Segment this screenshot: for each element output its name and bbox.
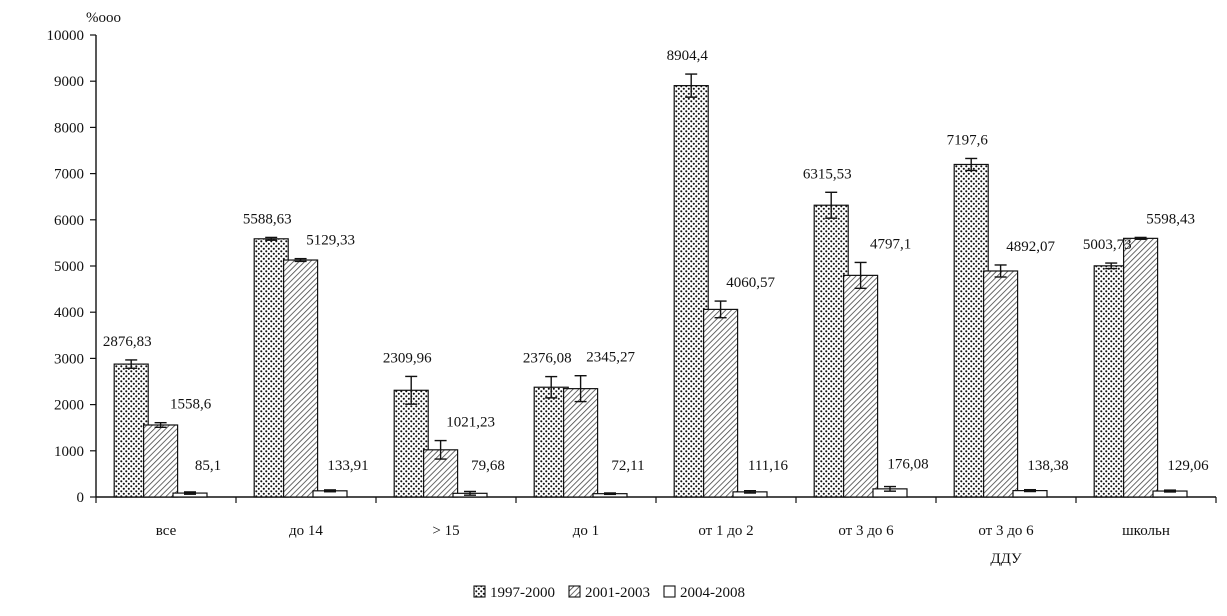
- data-label: 7197,6: [947, 132, 989, 148]
- data-label: 79,68: [471, 458, 505, 474]
- legend-label-0: 1997-2000: [490, 585, 555, 601]
- data-label: 72,11: [611, 458, 644, 474]
- x-category-sublabel: ДДУ: [990, 551, 1022, 567]
- x-category-label: до 1: [573, 523, 599, 539]
- data-label: 2345,27: [586, 350, 635, 366]
- y-tick-label: 0: [77, 490, 85, 506]
- x-category-label: школьн: [1122, 523, 1170, 539]
- x-category-label: все: [156, 523, 177, 539]
- bar-series-1: [842, 274, 879, 498]
- data-label: 4797,1: [870, 236, 911, 252]
- data-label: 111,16: [748, 458, 789, 474]
- legend-swatch-2: [663, 585, 676, 598]
- y-tick-label: 1000: [54, 444, 84, 460]
- x-category-label: от 3 до 6: [838, 523, 894, 539]
- data-label: 4060,57: [726, 275, 775, 291]
- data-label: 5129,33: [306, 233, 355, 249]
- bar-series-1: [562, 388, 599, 498]
- chart-axes: 0 1000 2000 3000 4000 5000 6000 7000 8000 9000 100…: [47, 10, 1217, 506]
- data-label: 8904,4: [667, 48, 709, 64]
- chart-bars: [113, 73, 1188, 498]
- legend-label-1: 2001-2003: [585, 585, 650, 601]
- data-label: 85,1: [195, 458, 221, 474]
- bar-series-0: [533, 386, 569, 498]
- data-label: 4892,07: [1006, 239, 1055, 255]
- x-category-label: до 14: [289, 523, 323, 539]
- y-axis-label: %ooo: [86, 10, 121, 26]
- chart-value-labels: 2876,83 1558,6 85,1 5588,63 5129,33 133,91 230…: [103, 48, 1209, 474]
- y-tick-label: 9000: [54, 74, 84, 90]
- data-label: 1021,23: [446, 415, 495, 431]
- data-label: 2309,96: [383, 350, 432, 366]
- chart-legend: 1997-2000 2001-2003 2004-2008: [473, 585, 745, 601]
- data-label: 5588,63: [243, 211, 292, 227]
- y-tick-label: 5000: [54, 259, 84, 275]
- bar-series-0: [1093, 265, 1129, 498]
- data-label: 5003,73: [1083, 237, 1132, 253]
- legend-label-2: 2004-2008: [680, 585, 745, 601]
- data-label: 2876,83: [103, 334, 152, 350]
- chart-category-labels: все до 14 > 15 до 1 от 1 до 2 от 3 до 6 от 3 д…: [156, 523, 1170, 567]
- y-tick-label: 6000: [54, 213, 84, 229]
- bar-series-1: [283, 259, 319, 498]
- y-tick-label: 7000: [54, 167, 84, 183]
- data-label: 5598,43: [1146, 211, 1195, 227]
- bar-series-0: [393, 389, 429, 498]
- data-label: 138,38: [1027, 458, 1068, 474]
- x-category-label: > 15: [432, 523, 459, 539]
- bar-series-0: [813, 204, 849, 498]
- y-tick-label: 8000: [54, 120, 84, 136]
- data-label: 129,06: [1167, 458, 1209, 474]
- bar-series-0: [953, 163, 989, 498]
- data-label: 133,91: [327, 458, 368, 474]
- data-label: 2376,08: [523, 351, 572, 367]
- y-tick-label: 3000: [54, 351, 84, 367]
- bar-series-0: [113, 363, 149, 498]
- legend-swatch-0: [473, 585, 486, 598]
- data-label: 1558,6: [170, 397, 212, 413]
- x-category-label: от 1 до 2: [698, 523, 753, 539]
- y-tick-label: 4000: [54, 305, 84, 321]
- bar-series-1: [143, 424, 179, 498]
- data-label: 6315,53: [803, 166, 852, 182]
- bar-series-1: [1122, 237, 1159, 498]
- y-tick-label: 10000: [47, 28, 85, 44]
- x-category-label: от 3 до 6: [978, 523, 1034, 539]
- legend-swatch-1: [568, 585, 581, 598]
- bar-series-1: [702, 308, 739, 498]
- y-tick-label: 2000: [54, 398, 84, 414]
- bar-series-0: [673, 85, 709, 498]
- data-label: 176,08: [887, 457, 928, 473]
- bar-series-1: [982, 270, 1019, 498]
